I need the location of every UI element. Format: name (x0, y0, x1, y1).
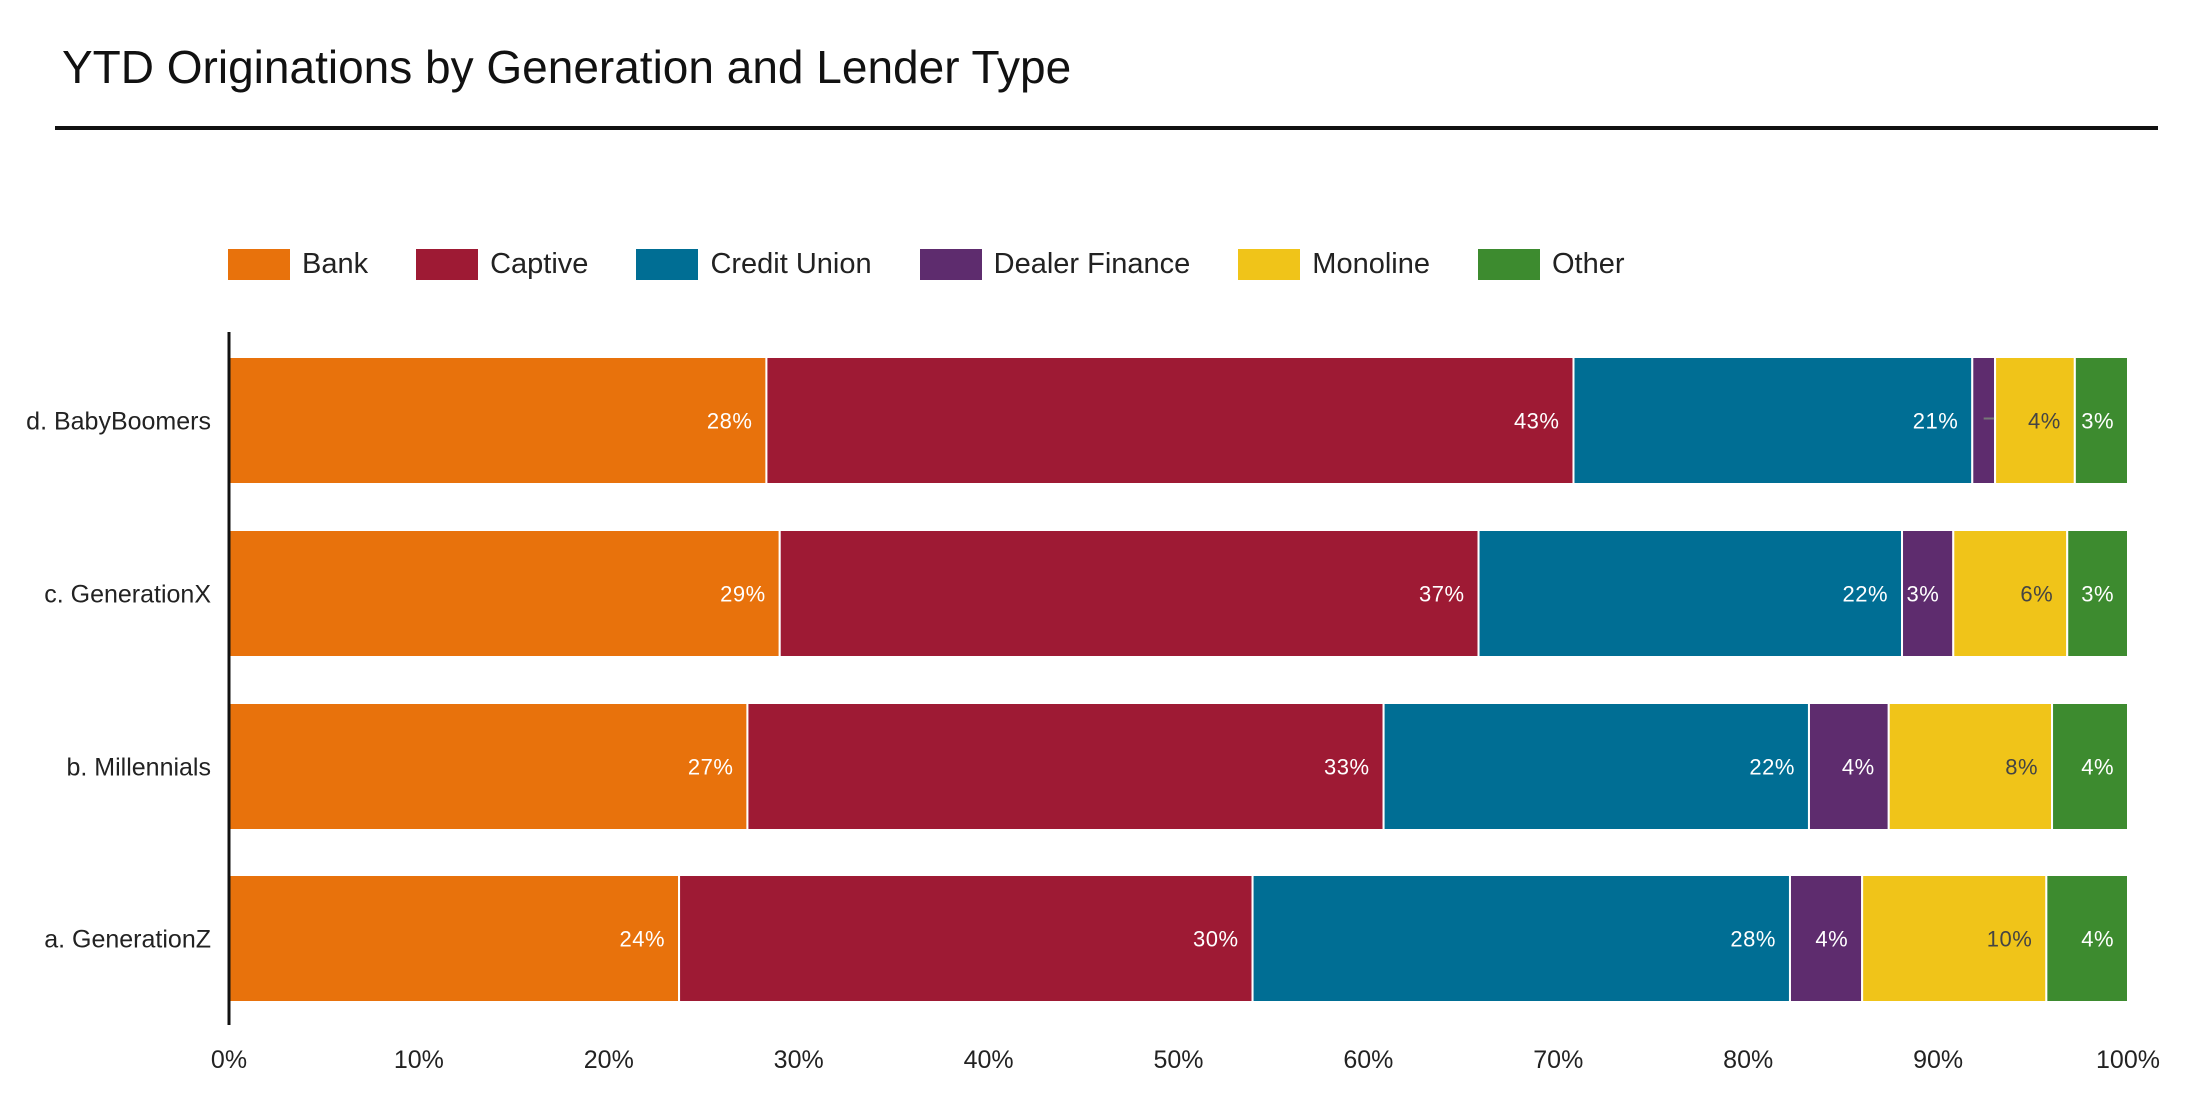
bar-d-babyboomers-credit-union (1572, 356, 1974, 485)
legend-item-other[interactable]: Other (1477, 247, 1625, 281)
data-label-d-babyboomers-captive: 43% (1514, 409, 1560, 434)
legend-item-dealer-finance[interactable]: Dealer Finance (919, 247, 1191, 281)
legend-swatch-captive (416, 248, 479, 280)
data-label-d-babyboomers-bank: 28% (707, 409, 753, 434)
legend-item-captive[interactable]: Captive (416, 248, 588, 281)
category-label-d-babyboomers: d. BabyBoomers (26, 408, 211, 436)
x-tick-label-5: 50% (1153, 1046, 1203, 1074)
data-label-c-generationx-captive: 37% (1419, 582, 1465, 607)
bar-c-generationx-credit-union (1477, 529, 1904, 658)
bar-a-generationz-dealer-finance (1788, 874, 1864, 1003)
legend: Bank Captive Credit Union Dealer Finance… (228, 247, 1673, 281)
legend-swatch-credit-union (636, 248, 699, 280)
x-tick-label-9: 90% (1913, 1046, 1963, 1074)
legend-label-dealer-finance: Dealer Finance (993, 247, 1191, 280)
bar-b-millennials-credit-union (1382, 702, 1810, 831)
bar-c-generationx-other (2066, 529, 2129, 658)
data-label-a-generationz-captive: 30% (1193, 927, 1239, 952)
x-tick-label-3: 30% (774, 1046, 824, 1074)
x-tick-label-0: 0% (211, 1046, 247, 1074)
data-label-c-generationx-dealer-finance: 3% (1906, 582, 1939, 607)
category-label-b-millennials: b. Millennials (66, 754, 211, 782)
bar-a-generationz-credit-union (1251, 874, 1791, 1003)
legend-label-bank: Bank (302, 247, 369, 280)
bar-b-millennials-monoline (1887, 702, 2054, 831)
x-tick-label-6: 60% (1343, 1046, 1393, 1074)
data-label-b-millennials-captive: 33% (1324, 755, 1370, 780)
data-label-d-babyboomers-other: 3% (2081, 409, 2114, 434)
bar-a-generationz-captive (678, 874, 1254, 1003)
legend-label-monoline: Monoline (1312, 247, 1430, 280)
bar-c-generationx-bank (228, 529, 781, 658)
bar-d-babyboomers-captive (765, 356, 1575, 485)
data-label-b-millennials-other: 4% (2081, 755, 2114, 780)
data-label-a-generationz-monoline: 10% (1987, 927, 2033, 952)
bar-d-babyboomers-other (2073, 356, 2129, 485)
bar-b-millennials-other (2051, 702, 2130, 831)
bar-d-babyboomers-monoline (1994, 356, 2076, 485)
legend-item-credit-union[interactable]: Credit Union (636, 247, 872, 281)
x-tick-label-4: 40% (964, 1046, 1014, 1074)
bar-b-millennials-bank (228, 702, 749, 831)
x-tick-label-7: 70% (1533, 1046, 1583, 1074)
legend-label-captive: Captive (490, 247, 589, 280)
legend-swatch-monoline (1238, 248, 1301, 280)
legend-swatch-dealer-finance (919, 248, 982, 280)
data-label-a-generationz-dealer-finance: 4% (1815, 927, 1848, 952)
x-tick-label-8: 80% (1723, 1046, 1773, 1074)
bar-d-babyboomers-bank (228, 356, 768, 485)
bar-a-generationz-bank (228, 874, 681, 1003)
data-label-d-babyboomers-monoline: 4% (2028, 409, 2061, 434)
bar-d-babyboomers-dealer-finance (1971, 356, 1997, 485)
bar-a-generationz-monoline (1861, 874, 2048, 1003)
legend-label-credit-union: Credit Union (710, 247, 872, 280)
data-label-b-millennials-bank: 27% (688, 755, 734, 780)
data-label-a-generationz-credit-union: 28% (1730, 927, 1776, 952)
data-label-c-generationx-monoline: 6% (2020, 582, 2053, 607)
data-label-b-millennials-dealer-finance: 4% (1842, 755, 1875, 780)
legend-item-bank[interactable]: Bank (228, 248, 368, 281)
data-label-c-generationx-other: 3% (2081, 582, 2114, 607)
data-label-d-babyboomers-credit-union: 21% (1913, 409, 1959, 434)
bar-c-generationx-dealer-finance (1901, 529, 1955, 658)
legend-label-other: Other (1551, 247, 1625, 280)
x-tick-label-1: 10% (394, 1046, 444, 1074)
legend-item-monoline[interactable]: Monoline (1238, 248, 1430, 281)
data-label-a-generationz-other: 4% (2081, 927, 2114, 952)
x-tick-label-2: 20% (584, 1046, 634, 1074)
category-label-c-generationx: c. GenerationX (44, 581, 211, 609)
bar-c-generationx-captive (778, 529, 1480, 658)
bar-a-generationz-other (2045, 874, 2130, 1003)
title-divider (55, 126, 2158, 130)
bar-b-millennials-dealer-finance (1807, 702, 1890, 831)
x-tick-label-10: 100% (2096, 1046, 2160, 1074)
data-label-a-generationz-bank: 24% (620, 927, 666, 952)
chart-title: YTD Originations by Generation and Lende… (62, 41, 1072, 93)
category-label-a-generationz: a. GenerationZ (44, 926, 211, 954)
bar-b-millennials-captive (746, 702, 1385, 831)
data-label-c-generationx-credit-union: 22% (1842, 582, 1888, 607)
legend-swatch-other (1477, 248, 1540, 280)
data-label-b-millennials-credit-union: 22% (1749, 755, 1795, 780)
legend-swatch-bank (228, 248, 290, 280)
data-label-b-millennials-monoline: 8% (2005, 755, 2038, 780)
data-label-c-generationx-bank: 29% (720, 582, 766, 607)
